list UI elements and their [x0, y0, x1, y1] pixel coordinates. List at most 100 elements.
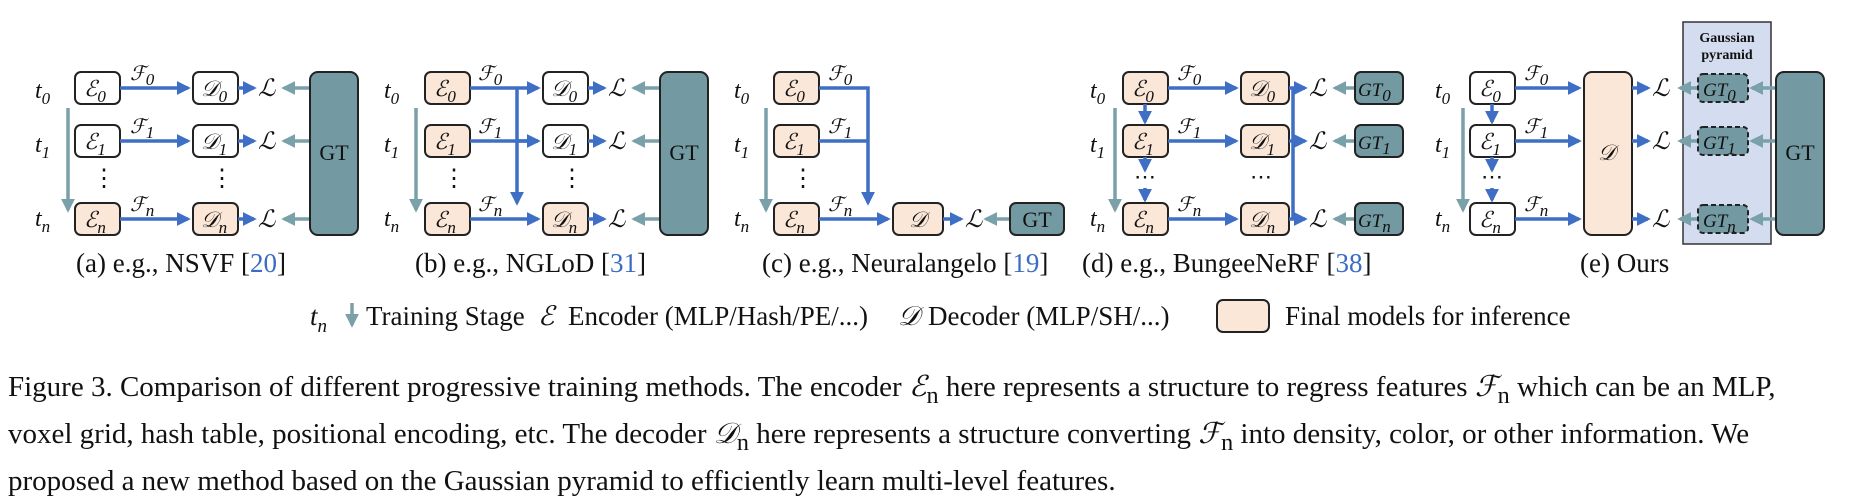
svg-text:t0: t0 [1090, 78, 1106, 108]
svg-text:ℰ1: ℰ1 [1479, 129, 1501, 159]
svg-text:GT1: GT1 [1358, 133, 1391, 158]
svg-text:GT: GT [669, 140, 699, 165]
panel-c: t0 t1 tn ℰ0 ℰ1 ℰn ⋮ ℱ0 ℱ1 ℱn 𝒟 ℒ GT (c) … [734, 63, 1065, 278]
svg-text:ℰ1: ℰ1 [783, 129, 805, 159]
svg-text:tn: tn [734, 206, 749, 236]
svg-text:ℰ1: ℰ1 [434, 129, 456, 159]
svg-text:ℱn: ℱn [828, 194, 852, 220]
svg-text:GTn: GTn [1703, 211, 1736, 236]
svg-text:GT0: GT0 [1358, 80, 1391, 105]
svg-text:GT: GT [319, 140, 349, 165]
svg-text:𝒟n: 𝒟n [1249, 207, 1275, 237]
svg-text:tn: tn [35, 206, 50, 236]
svg-text:ℰn: ℰn [1132, 207, 1154, 237]
caption-b: (b) e.g., NGLoD [31] [415, 248, 646, 278]
svg-text:t1: t1 [734, 132, 749, 162]
svg-text:ℒ: ℒ [1652, 207, 1670, 233]
svg-text:𝒟: 𝒟 [1598, 140, 1620, 165]
svg-text:⋮: ⋮ [210, 166, 234, 192]
legend: tn Training Stage ℰ Encoder (MLP/Hash/PE… [310, 299, 1571, 337]
svg-text:ℰ0: ℰ0 [434, 76, 456, 106]
legend-final-models: Final models for inference [1285, 301, 1571, 331]
svg-text:𝒟1: 𝒟1 [1249, 129, 1275, 159]
svg-text:ℰ0: ℰ0 [1479, 76, 1501, 106]
caption-d: (d) e.g., BungeeNeRF [38] [1082, 248, 1371, 278]
svg-text:ℱ1: ℱ1 [1177, 116, 1201, 142]
svg-text:ℱn: ℱn [478, 194, 502, 220]
svg-text:ℒ: ℒ [1309, 129, 1327, 155]
legend-decoder: Decoder (MLP/SH/...) [928, 301, 1169, 331]
svg-text:ℒ: ℒ [258, 76, 276, 102]
svg-text:t0: t0 [1435, 78, 1451, 108]
svg-text:𝒟1: 𝒟1 [201, 129, 227, 159]
caption-c: (c) e.g., Neuralangelo [19] [762, 248, 1048, 278]
svg-text:ℰn: ℰn [783, 207, 805, 237]
svg-text:t0: t0 [384, 78, 400, 108]
svg-text:ℱ0: ℱ0 [1177, 63, 1202, 89]
svg-text:ℰ0: ℰ0 [1132, 76, 1154, 106]
svg-text:GT: GT [1022, 207, 1052, 232]
svg-text:ℱ0: ℱ0 [130, 63, 155, 89]
svg-text:ℱ1: ℱ1 [1524, 116, 1548, 142]
legend-encoder: Encoder (MLP/Hash/PE/...) [568, 301, 868, 331]
legend-training-stage: Training Stage [366, 301, 525, 331]
svg-text:ℰ1: ℰ1 [1132, 129, 1154, 159]
svg-text:ℱ1: ℱ1 [828, 116, 852, 142]
svg-text:ℒ: ℒ [965, 207, 983, 233]
svg-text:tn: tn [384, 206, 399, 236]
figure-diagram: t0 t1 tn ℰ0 ℰ1 ℰn ⋮ ℱ0 ℱ1 ℱn 𝒟0 𝒟1 𝒟n ⋮ … [35, 21, 1825, 337]
svg-text:ℱ0: ℱ0 [828, 63, 853, 89]
panel-e: t0 t1 tn ℰ0 ℰ1 ℰn ⋯ ℱ0 ℱ1 ℱn 𝒟 ℒ ℒ ℒ Gau… [1435, 21, 1825, 278]
svg-text:⋮: ⋮ [560, 166, 584, 192]
svg-text:t1: t1 [1435, 132, 1450, 162]
svg-text:t1: t1 [384, 132, 399, 162]
svg-text:tn: tn [1090, 206, 1105, 236]
svg-text:GT1: GT1 [1703, 133, 1736, 158]
svg-text:⋮: ⋮ [442, 166, 466, 192]
svg-text:ℰn: ℰn [84, 207, 106, 237]
svg-text:ℒ: ℒ [1652, 76, 1670, 102]
svg-text:ℰn: ℰn [434, 207, 456, 237]
svg-text:tn: tn [1435, 206, 1450, 236]
svg-text:t1: t1 [1090, 132, 1105, 162]
svg-text:ℱn: ℱn [130, 194, 154, 220]
panel-b: t0 t1 tn ℰ0 ℰ1 ℰn ⋮ ℱ0 ℱ1 ℱn 𝒟0 𝒟1 𝒟n ⋮ … [384, 63, 709, 278]
svg-text:ℰ0: ℰ0 [783, 76, 805, 106]
svg-text:ℒ: ℒ [608, 207, 626, 233]
svg-text:ℒ: ℒ [1309, 207, 1327, 233]
caption-lead: Figure 3. [8, 371, 113, 403]
svg-text:ℱ1: ℱ1 [130, 116, 154, 142]
legend-final-model-swatch [1216, 299, 1270, 333]
svg-text:ℰn: ℰn [1479, 207, 1501, 237]
legend-decoder-symbol: 𝒟 [898, 301, 924, 331]
svg-text:ℰ0: ℰ0 [84, 76, 106, 106]
svg-text:ℱ0: ℱ0 [478, 63, 503, 89]
svg-text:ℒ: ℒ [258, 207, 276, 233]
svg-text:𝒟n: 𝒟n [201, 207, 227, 237]
svg-text:ℒ: ℒ [608, 129, 626, 155]
svg-text:𝒟0: 𝒟0 [551, 76, 578, 106]
svg-text:𝒟: 𝒟 [909, 207, 931, 232]
svg-text:ℱn: ℱn [1177, 194, 1201, 220]
svg-text:t0: t0 [734, 78, 750, 108]
svg-text:𝒟1: 𝒟1 [551, 129, 577, 159]
figure-caption: Figure 3. Comparison of different progre… [8, 371, 1776, 497]
legend-encoder-symbol: ℰ [538, 301, 557, 331]
legend-tn: tn [310, 301, 327, 337]
svg-text:ℒ: ℒ [258, 129, 276, 155]
svg-text:𝒟0: 𝒟0 [1249, 76, 1276, 106]
svg-text:t1: t1 [35, 132, 50, 162]
svg-text:ℒ: ℒ [1652, 129, 1670, 155]
svg-text:GT0: GT0 [1703, 80, 1736, 105]
svg-text:ℰ1: ℰ1 [84, 129, 106, 159]
svg-text:ℒ: ℒ [608, 76, 626, 102]
svg-text:⋯: ⋯ [1250, 164, 1272, 189]
svg-text:pyramid: pyramid [1701, 48, 1753, 63]
svg-text:ℱn: ℱn [1524, 194, 1548, 220]
svg-text:⋯: ⋯ [1481, 164, 1503, 189]
svg-text:Gaussian: Gaussian [1699, 31, 1754, 46]
caption-a: (a) e.g., NSVF [20] [76, 248, 286, 278]
svg-text:⋯: ⋯ [1134, 164, 1156, 189]
panel-d: t0 t1 tn ℰ0 ℰ1 ℰn ⋯ ℱ0 ℱ1 ℱn 𝒟0 𝒟1 𝒟n ⋯ … [1082, 63, 1404, 278]
svg-text:ℱ0: ℱ0 [1524, 63, 1549, 89]
